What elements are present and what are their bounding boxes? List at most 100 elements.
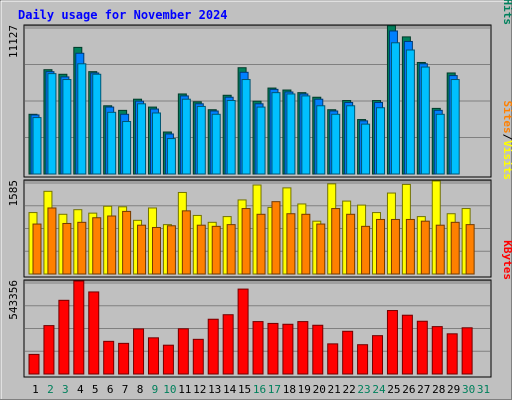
bar-kbytes-day-16 xyxy=(252,321,264,375)
day-label: 11 xyxy=(178,383,191,396)
day-label: 9 xyxy=(152,383,159,396)
bar-kbytes-day-29 xyxy=(446,333,458,375)
bar-pages-day-28 xyxy=(435,113,445,175)
bar-pages-day-27 xyxy=(420,66,430,175)
bar-kbytes-day-7 xyxy=(118,342,130,375)
bar-sites-day-7 xyxy=(122,210,132,275)
day-label: 13 xyxy=(208,383,221,396)
bar-kbytes-day-26 xyxy=(401,314,413,375)
bar-pages-day-17 xyxy=(271,92,281,175)
bar-kbytes-day-15 xyxy=(237,288,249,375)
bar-sites-day-8 xyxy=(137,224,147,275)
bar-sites-day-15 xyxy=(241,208,251,275)
bar-sites-day-1 xyxy=(32,223,42,275)
bar-kbytes-day-27 xyxy=(416,320,428,375)
day-label: 15 xyxy=(238,383,251,396)
legend-entry: Sites xyxy=(501,101,512,134)
bar-pages-day-2 xyxy=(47,73,57,175)
bar-kbytes-day-30 xyxy=(461,327,473,375)
bar-pages-day-13 xyxy=(211,113,221,175)
bar-sites-day-24 xyxy=(376,218,386,275)
bar-pages-day-22 xyxy=(346,105,356,175)
day-label: 17 xyxy=(268,383,281,396)
bar-sites-day-29 xyxy=(450,221,460,275)
bar-kbytes-day-28 xyxy=(431,326,443,375)
bar-pages-day-1 xyxy=(32,117,42,175)
day-label: 20 xyxy=(313,383,326,396)
day-label: 16 xyxy=(253,383,266,396)
bar-sites-day-10 xyxy=(166,225,176,275)
bar-sites-day-30 xyxy=(465,224,475,275)
bar-sites-day-2 xyxy=(47,207,57,275)
bar-kbytes-day-3 xyxy=(58,299,70,375)
bar-pages-day-10 xyxy=(166,138,176,175)
bar-kbytes-day-1 xyxy=(28,353,40,375)
bar-kbytes-day-23 xyxy=(357,344,369,375)
day-label: 30 xyxy=(462,383,475,396)
bar-kbytes-day-13 xyxy=(207,318,219,375)
bar-pages-day-4 xyxy=(77,63,87,175)
bar-kbytes-day-24 xyxy=(372,335,384,375)
bar-kbytes-day-20 xyxy=(312,324,324,375)
bar-sites-day-21 xyxy=(331,208,341,275)
series-legend: Sites/Visits xyxy=(501,101,512,181)
bar-kbytes-day-10 xyxy=(162,344,174,375)
bar-sites-day-28 xyxy=(435,224,445,275)
bar-kbytes-day-9 xyxy=(147,337,159,375)
bar-sites-day-5 xyxy=(92,217,102,275)
bar-pages-day-18 xyxy=(286,93,296,175)
day-label: 1 xyxy=(32,383,39,396)
panel-top: 11127 Pages/Files/Hits xyxy=(7,0,512,178)
bar-pages-day-15 xyxy=(241,79,251,175)
bar-sites-day-3 xyxy=(62,222,72,275)
bar-pages-day-8 xyxy=(137,103,147,175)
bar-sites-day-6 xyxy=(107,215,117,275)
day-label: 27 xyxy=(417,383,430,396)
legend-entry: Hits xyxy=(501,0,512,25)
day-label: 23 xyxy=(357,383,370,396)
bar-sites-day-11 xyxy=(181,210,191,275)
y-max-label: 543356 xyxy=(7,280,20,320)
bar-kbytes-day-25 xyxy=(386,310,398,375)
legend-entry: KBytes xyxy=(501,240,512,280)
day-label: 25 xyxy=(387,383,400,396)
bar-sites-day-27 xyxy=(420,220,430,275)
day-label: 6 xyxy=(107,383,114,396)
legend-entry: / xyxy=(501,134,512,141)
bar-sites-day-22 xyxy=(346,213,356,275)
day-label: 10 xyxy=(163,383,176,396)
bar-pages-day-21 xyxy=(331,113,341,175)
bar-pages-day-24 xyxy=(376,107,386,175)
y-max-label: 1585 xyxy=(7,180,20,207)
bar-pages-day-5 xyxy=(92,73,102,175)
bar-kbytes-day-14 xyxy=(222,314,234,375)
day-label: 29 xyxy=(447,383,460,396)
series-legend: Pages/Files/Hits xyxy=(501,0,512,25)
bar-sites-day-25 xyxy=(390,218,400,275)
day-label: 22 xyxy=(342,383,355,396)
bar-sites-day-4 xyxy=(77,221,87,275)
day-label: 18 xyxy=(283,383,296,396)
bar-kbytes-day-22 xyxy=(342,330,354,375)
bar-pages-day-23 xyxy=(361,123,371,175)
bar-sites-day-17 xyxy=(271,201,281,275)
bar-pages-day-16 xyxy=(256,106,266,175)
series-legend: KBytes xyxy=(501,240,512,280)
day-label: 2 xyxy=(47,383,54,396)
bar-pages-day-29 xyxy=(450,79,460,175)
day-label: 21 xyxy=(328,383,341,396)
chart-panels: 11127 Pages/Files/Hits 1585 Sites/Visits 543… xyxy=(7,0,512,378)
bar-pages-day-12 xyxy=(196,105,206,175)
bar-sites-day-9 xyxy=(151,226,161,275)
bar-sites-day-14 xyxy=(226,224,236,275)
bar-pages-day-19 xyxy=(301,95,311,175)
bar-kbytes-day-17 xyxy=(267,322,279,375)
bar-kbytes-day-19 xyxy=(297,321,309,375)
bar-pages-day-25 xyxy=(390,42,400,175)
bar-sites-day-20 xyxy=(316,223,326,275)
day-label: 8 xyxy=(137,383,144,396)
panel-middle: 1585 Sites/Visits xyxy=(7,101,512,278)
bar-pages-day-20 xyxy=(316,105,326,175)
bar-kbytes-day-11 xyxy=(177,328,189,375)
x-axis-labels: 1 2 3 4 5 6 7 8 9 10 11 12 13 14 15 16 17 18 19 20 21 22 23 24 2… xyxy=(32,383,490,396)
